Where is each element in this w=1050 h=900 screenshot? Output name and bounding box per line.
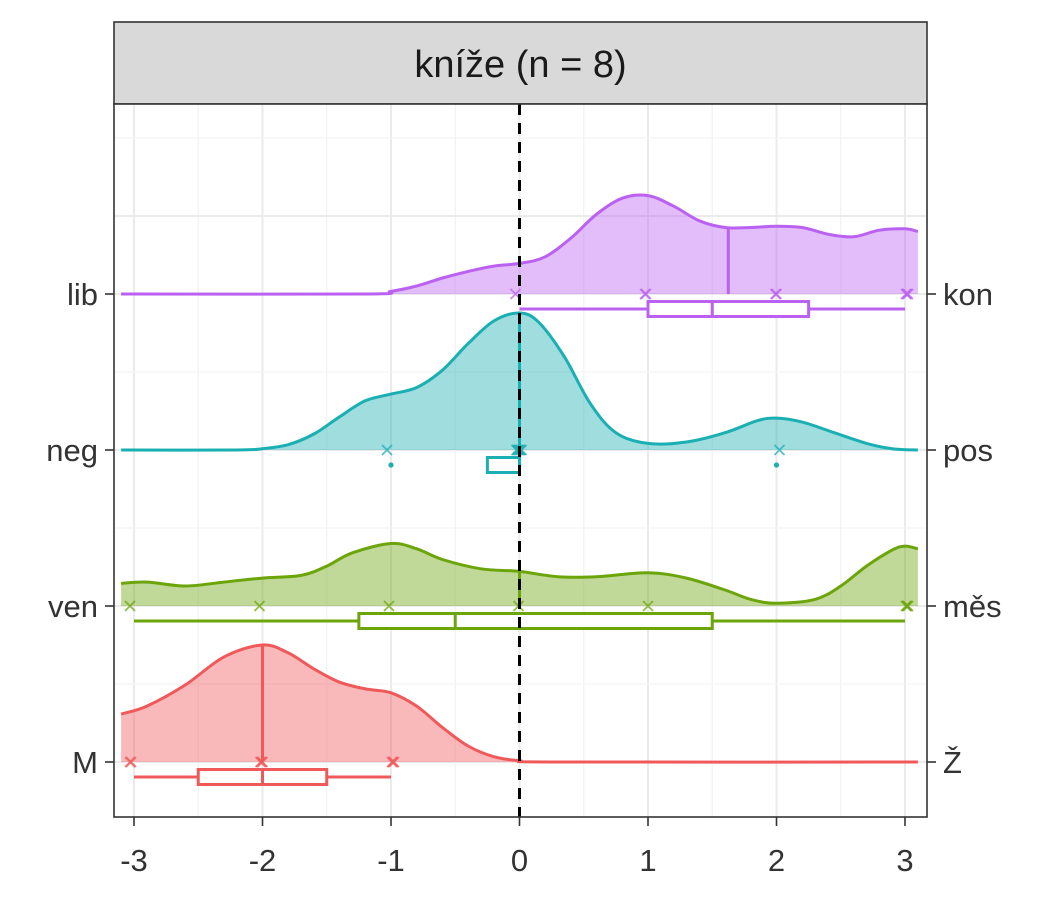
x-tick-label: 1: [639, 843, 656, 878]
density-curve: [120, 643, 918, 764]
box-outlier: [773, 462, 780, 468]
x-tick-label: -1: [377, 843, 405, 878]
ridge-M: [120, 643, 918, 786]
data-point: [770, 288, 783, 300]
data-point: [642, 600, 654, 612]
data-point: [381, 444, 393, 456]
data-point: [256, 756, 269, 768]
x-tick-label: 0: [511, 843, 528, 878]
data-point: [253, 600, 266, 612]
x-tick-label: -3: [120, 843, 148, 878]
facet-title: kníže (n = 8): [414, 44, 626, 86]
data-point: [124, 600, 136, 612]
box-outlier: [388, 462, 394, 468]
ridge-lib: [121, 193, 919, 318]
plot-panel-border: [113, 103, 928, 818]
y-tick-label-right: kon: [943, 277, 993, 312]
density-layer: [120, 193, 919, 786]
density-curve: [121, 541, 919, 605]
box-iqr: [646, 300, 811, 318]
data-point: [383, 600, 395, 612]
x-tick-label: 2: [768, 843, 785, 878]
y-tick-label-right: pos: [943, 433, 993, 468]
data-point: [902, 288, 914, 300]
y-tick-label-right: Ž: [943, 745, 962, 780]
ridge-ven: [121, 541, 919, 630]
facet-strip: [113, 21, 928, 105]
y-tick-label-right: měs: [943, 589, 1002, 624]
x-tick-label: -2: [249, 843, 277, 878]
data-point: [388, 756, 400, 768]
data-point: [773, 444, 786, 456]
x-tick-label: 3: [896, 843, 913, 878]
data-point: [125, 756, 137, 768]
y-tick-label-left: lib: [67, 277, 98, 312]
y-tick-label-left: ven: [48, 589, 98, 624]
density-curve: [121, 193, 919, 296]
data-point: [902, 600, 914, 612]
data-point: [640, 288, 652, 300]
y-tick-label-left: neg: [46, 433, 98, 468]
box-iqr: [357, 612, 714, 630]
density-curve: [121, 311, 918, 452]
y-tick-label-left: M: [72, 745, 98, 780]
box-iqr: [485, 456, 521, 474]
density-area: [121, 195, 918, 295]
